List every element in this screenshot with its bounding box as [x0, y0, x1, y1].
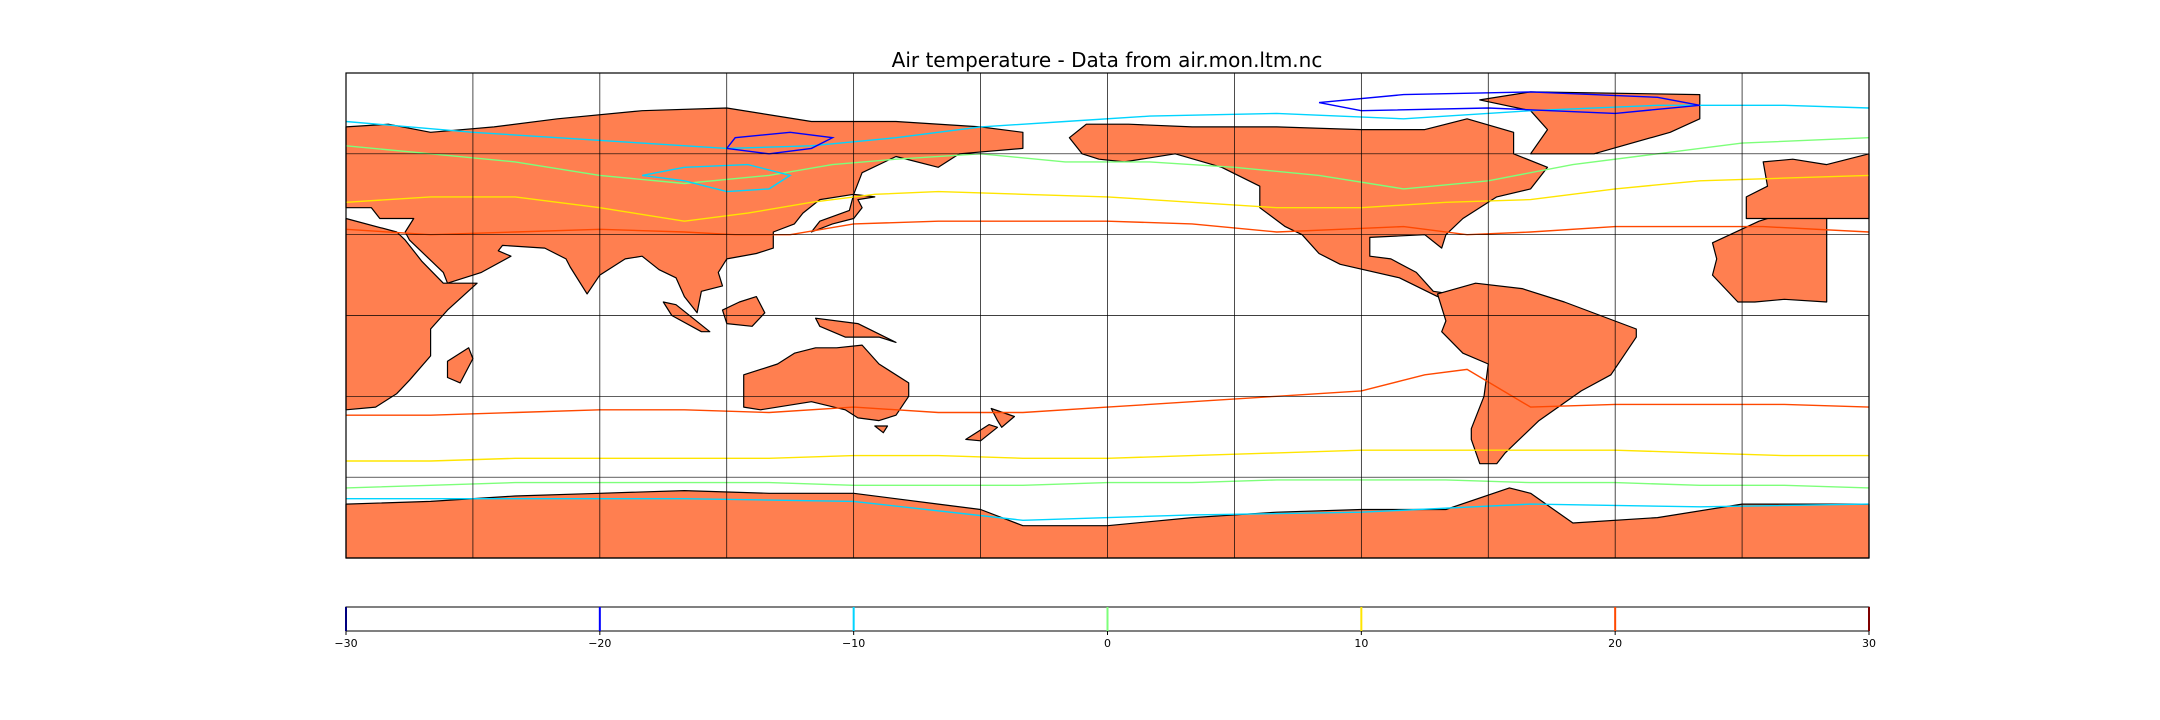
map-frame: [345, 72, 1870, 559]
colorbar-tick-label: 0: [1104, 637, 1111, 650]
landmass-tasmania: [874, 425, 889, 434]
colorbar-tick-label: −20: [588, 637, 611, 650]
isotherm-20-1: [346, 368, 1870, 416]
landmass-madagascar: [446, 347, 474, 384]
map-axes: [345, 72, 1870, 559]
landmass-africa: [345, 217, 478, 411]
landmass-new-guinea: [815, 317, 897, 343]
landmass-japan: [810, 193, 876, 233]
isotherm--20-9: [1318, 91, 1700, 115]
chart-title: Air temperature - Data from air.mon.ltm.…: [892, 48, 1323, 72]
graticule: [346, 73, 1869, 558]
landmass-south-america: [1436, 282, 1637, 465]
colorbar-level-lines: [345, 607, 1870, 631]
colorbar-tick-label: −10: [842, 637, 865, 650]
colorbar-tick-label: 10: [1354, 637, 1368, 650]
colorbar-ticks: −30 −20 −10 0 10 20 30: [334, 631, 1876, 650]
colorbar: −30 −20 −10 0 10 20 30: [334, 606, 1876, 650]
colorbar-tick-label: 20: [1608, 637, 1622, 650]
colorbar-tick-label: 30: [1862, 637, 1876, 650]
isotherm-10-2: [345, 174, 1870, 222]
landmass-sumatra: [662, 301, 711, 333]
colorbar-tick-label: −30: [334, 637, 357, 650]
isotherm--10-7: [641, 163, 792, 193]
